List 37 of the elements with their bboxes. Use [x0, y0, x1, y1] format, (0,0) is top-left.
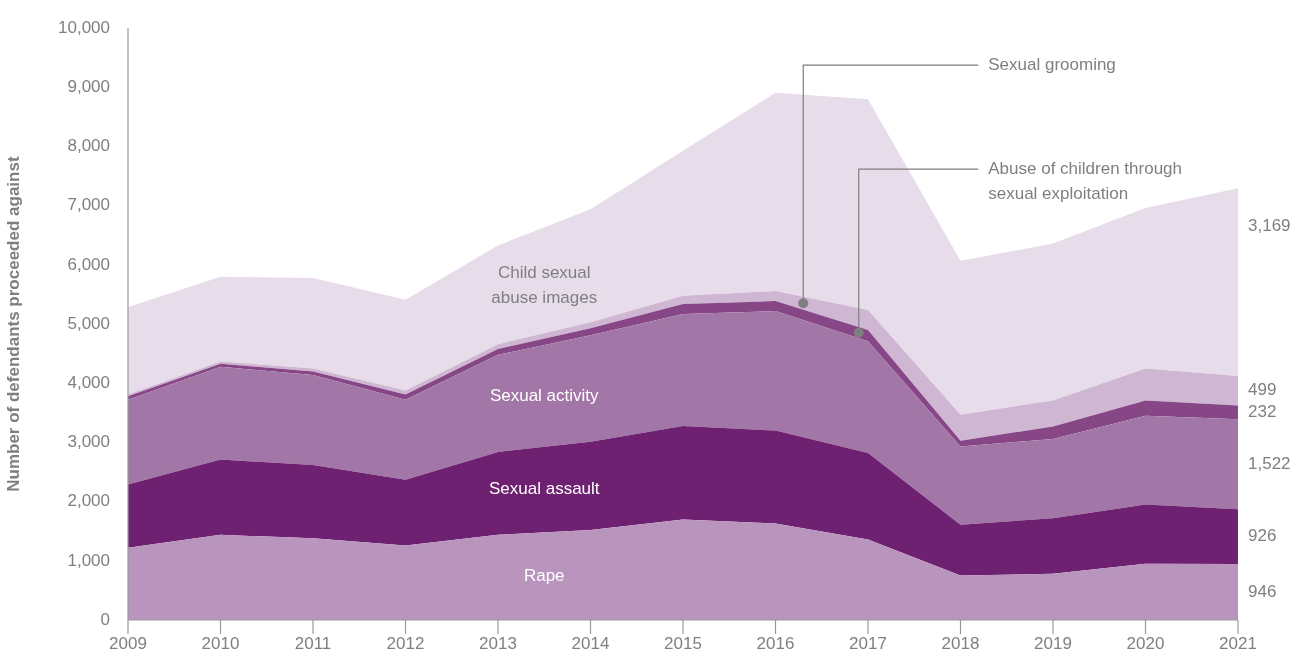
- series-label: Sexual activity: [489, 385, 600, 405]
- series-label: Sexual assault: [488, 479, 600, 499]
- x-tick-label: 2016: [756, 633, 795, 653]
- y-tick-label: 2,000: [67, 491, 110, 511]
- data-label: 232: [1248, 401, 1277, 421]
- y-tick-label: 6,000: [67, 254, 110, 274]
- data-label: 499: [1248, 380, 1277, 400]
- y-tick-label: 8,000: [67, 136, 110, 156]
- x-tick-label: 2011: [294, 633, 332, 653]
- text: Abuse of children through sexual exploitation: [988, 158, 1182, 203]
- y-tick-label: 10,000: [58, 17, 110, 37]
- x-tick-label: 2013: [479, 633, 517, 653]
- y-tick-label: 1,000: [67, 550, 110, 570]
- data-label: 926: [1248, 526, 1277, 546]
- x-tick-label: 2021: [1219, 633, 1257, 653]
- y-tick-label: 7,000: [67, 195, 110, 215]
- x-tick-label: 2020: [1126, 633, 1165, 653]
- x-tick-label: 2010: [201, 633, 240, 653]
- series-label: Child sexual abuse images: [491, 262, 598, 307]
- y-tick-label: 4,000: [67, 372, 110, 392]
- y-tick-label: 0: [100, 609, 110, 629]
- data-label: 3,169: [1248, 215, 1291, 235]
- data-label: 946: [1248, 581, 1277, 601]
- text: Sexual grooming: [988, 54, 1116, 74]
- x-tick-label: 2014: [571, 633, 610, 653]
- x-tick-label: 2019: [1034, 633, 1072, 653]
- x-tick-label: 2017: [849, 633, 887, 653]
- x-tick-label: 2009: [109, 633, 147, 653]
- data-label: 1,522: [1248, 453, 1291, 473]
- y-tick-label: 3,000: [67, 432, 110, 452]
- y-axis-title: Number of defendants proceeded against: [3, 156, 23, 492]
- x-tick-label: 2012: [386, 633, 425, 653]
- x-tick-label: 2015: [664, 633, 702, 653]
- series-label: Rape: [523, 565, 565, 585]
- x-tick-label: 2018: [941, 633, 980, 653]
- y-tick-label: 5,000: [67, 313, 110, 333]
- y-tick-label: 9,000: [67, 77, 110, 97]
